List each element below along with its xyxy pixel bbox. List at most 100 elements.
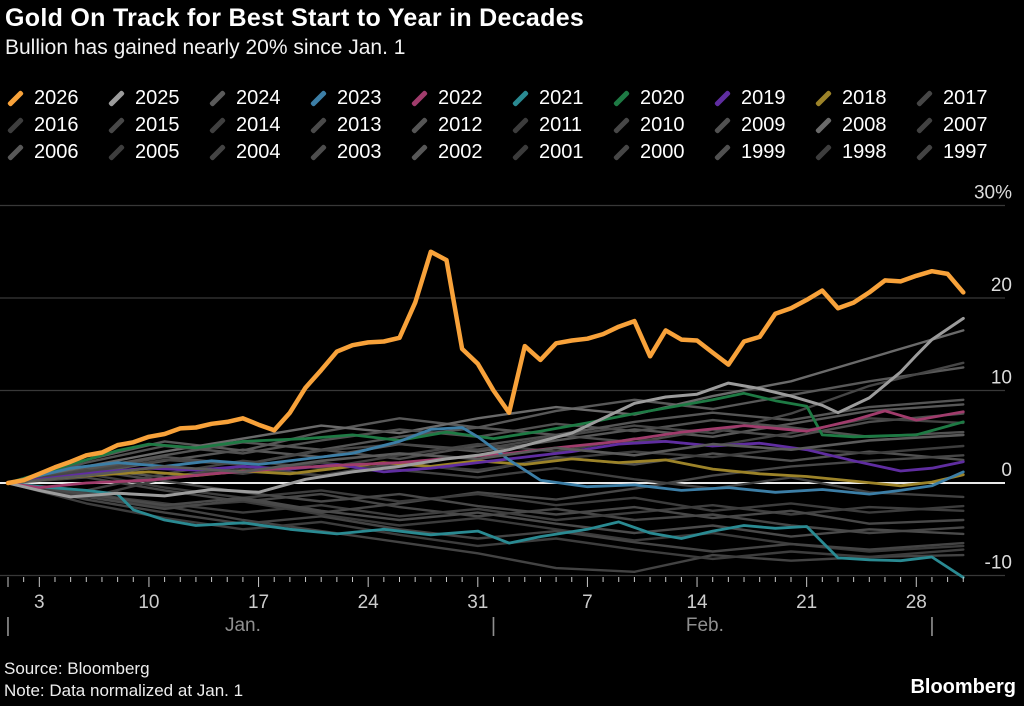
- legend-label: 2026: [34, 87, 79, 109]
- series-line-2017: [6, 361, 965, 485]
- legend-item-2002: 2002: [410, 139, 511, 166]
- x-axis-day-label-31: 31: [467, 592, 488, 613]
- month-separator: |: [491, 615, 496, 637]
- series-line-2018: [6, 457, 965, 488]
- y-axis-label-0: 0: [1001, 460, 1012, 481]
- legend-item-2020: 2020: [612, 85, 713, 112]
- month-label-Jan: Jan.: [225, 615, 261, 636]
- legend-label: 1997: [943, 141, 988, 163]
- series-line-2013: [6, 481, 965, 538]
- x-axis-day-label-3: 3: [34, 592, 45, 613]
- series-line-2003: [6, 412, 965, 485]
- series-line-2011: [6, 472, 965, 514]
- series-line-2025: [6, 316, 965, 499]
- legend-label: 2011: [539, 114, 583, 136]
- legend-item-2007: 2007: [915, 112, 1016, 139]
- legend-item-2017: 2017: [915, 85, 1016, 112]
- y-axis-label-10: 10: [991, 368, 1012, 389]
- legend-item-2013: 2013: [309, 112, 410, 139]
- legend-label: 2025: [135, 87, 180, 109]
- x-axis-day-label-17: 17: [248, 592, 269, 613]
- series-line-2004: [6, 481, 965, 553]
- bloomberg-logo: Bloomberg: [910, 676, 1016, 698]
- series-line-2000: [6, 476, 965, 535]
- series-line-2019: [6, 439, 965, 485]
- legend-label: 2003: [337, 141, 382, 163]
- legend-label: 2019: [741, 87, 786, 109]
- legend-item-2005: 2005: [107, 139, 208, 166]
- legend-label: 2015: [135, 114, 180, 136]
- legend-label: 2006: [34, 141, 79, 163]
- series-line-2021: [6, 481, 965, 579]
- month-label-Feb: Feb.: [686, 615, 724, 636]
- legend-item-2001: 2001: [511, 139, 612, 166]
- legend-label: 2017: [943, 87, 988, 109]
- month-separator: |: [929, 615, 934, 637]
- legend-label: 2002: [438, 141, 483, 163]
- legend-item-2019: 2019: [713, 85, 814, 112]
- legend-label: 2010: [640, 114, 685, 136]
- source-line: Source: Bloomberg: [4, 659, 150, 678]
- series-line-2005: [6, 481, 965, 522]
- series-line-1998: [6, 481, 965, 561]
- legend-label: 2008: [842, 114, 887, 136]
- month-separator: |: [5, 615, 10, 637]
- legend-label: 1999: [741, 141, 786, 163]
- legend-item-2012: 2012: [410, 112, 511, 139]
- x-axis-day-label-24: 24: [358, 592, 380, 613]
- legend-label: 2023: [337, 87, 382, 109]
- legend-label: 2001: [539, 141, 584, 163]
- x-axis-day-label-7: 7: [582, 592, 593, 613]
- x-axis-day-label-21: 21: [796, 592, 817, 613]
- legend-label: 2009: [741, 114, 786, 136]
- legend-item-2026: 2026: [6, 85, 107, 112]
- legend-label: 2022: [438, 87, 483, 109]
- legend-item-1998: 1998: [814, 139, 915, 166]
- legend-label: 2012: [438, 114, 483, 136]
- series-line-2020: [6, 391, 965, 485]
- legend-item-2011: 2011: [511, 112, 612, 139]
- series-line-2026: [5, 249, 966, 486]
- legend-item-2008: 2008: [814, 112, 915, 139]
- legend-item-2014: 2014: [208, 112, 309, 139]
- y-axis-label-20: 20: [991, 275, 1012, 296]
- legend-label: 2004: [236, 141, 281, 163]
- page-subtitle: Bullion has gained nearly 20% since Jan.…: [5, 36, 406, 59]
- legend-item-2009: 2009: [713, 112, 814, 139]
- legend-item-2022: 2022: [410, 85, 511, 112]
- legend-item-2010: 2010: [612, 112, 713, 139]
- series-line-2008: [6, 329, 965, 485]
- chart-legend: 2026 2025 2024 2023 2022 2021 2020 2019 2018 2017…: [6, 85, 1020, 166]
- legend-item-2000: 2000: [612, 139, 713, 166]
- legend-item-2021: 2021: [511, 85, 612, 112]
- page-title: Gold On Track for Best Start to Year in …: [5, 4, 585, 32]
- legend-label: 2018: [842, 87, 887, 109]
- legend-item-2024: 2024: [208, 85, 309, 112]
- legend-label: 2007: [943, 114, 988, 136]
- note-line: Note: Data normalized at Jan. 1: [4, 681, 244, 700]
- legend-item-2023: 2023: [309, 85, 410, 112]
- legend-item-2016: 2016: [6, 112, 107, 139]
- legend-item-1997: 1997: [915, 139, 1016, 166]
- legend-label: 2020: [640, 87, 685, 109]
- legend-label: 2021: [539, 87, 584, 109]
- x-axis-day-label-14: 14: [686, 592, 708, 613]
- legend-label: 2013: [337, 114, 382, 136]
- y-axis-label-30: 30%: [974, 183, 1012, 204]
- legend-label: 2005: [135, 141, 180, 163]
- series-line-2015: [6, 468, 965, 525]
- legend-item-2003: 2003: [309, 139, 410, 166]
- series-line-2024: [6, 433, 965, 485]
- x-axis-day-label-28: 28: [906, 592, 927, 613]
- legend-item-2006: 2006: [6, 139, 107, 166]
- series-line-2012: [6, 398, 965, 485]
- legend-item-2004: 2004: [208, 139, 309, 166]
- legend-item-2018: 2018: [814, 85, 915, 112]
- legend-item-2025: 2025: [107, 85, 208, 112]
- legend-label: 2000: [640, 141, 685, 163]
- y-axis-label--10: -10: [985, 553, 1012, 574]
- x-axis-day-label-10: 10: [138, 592, 159, 613]
- legend-item-1999: 1999: [713, 139, 814, 166]
- legend-label: 1998: [842, 141, 887, 163]
